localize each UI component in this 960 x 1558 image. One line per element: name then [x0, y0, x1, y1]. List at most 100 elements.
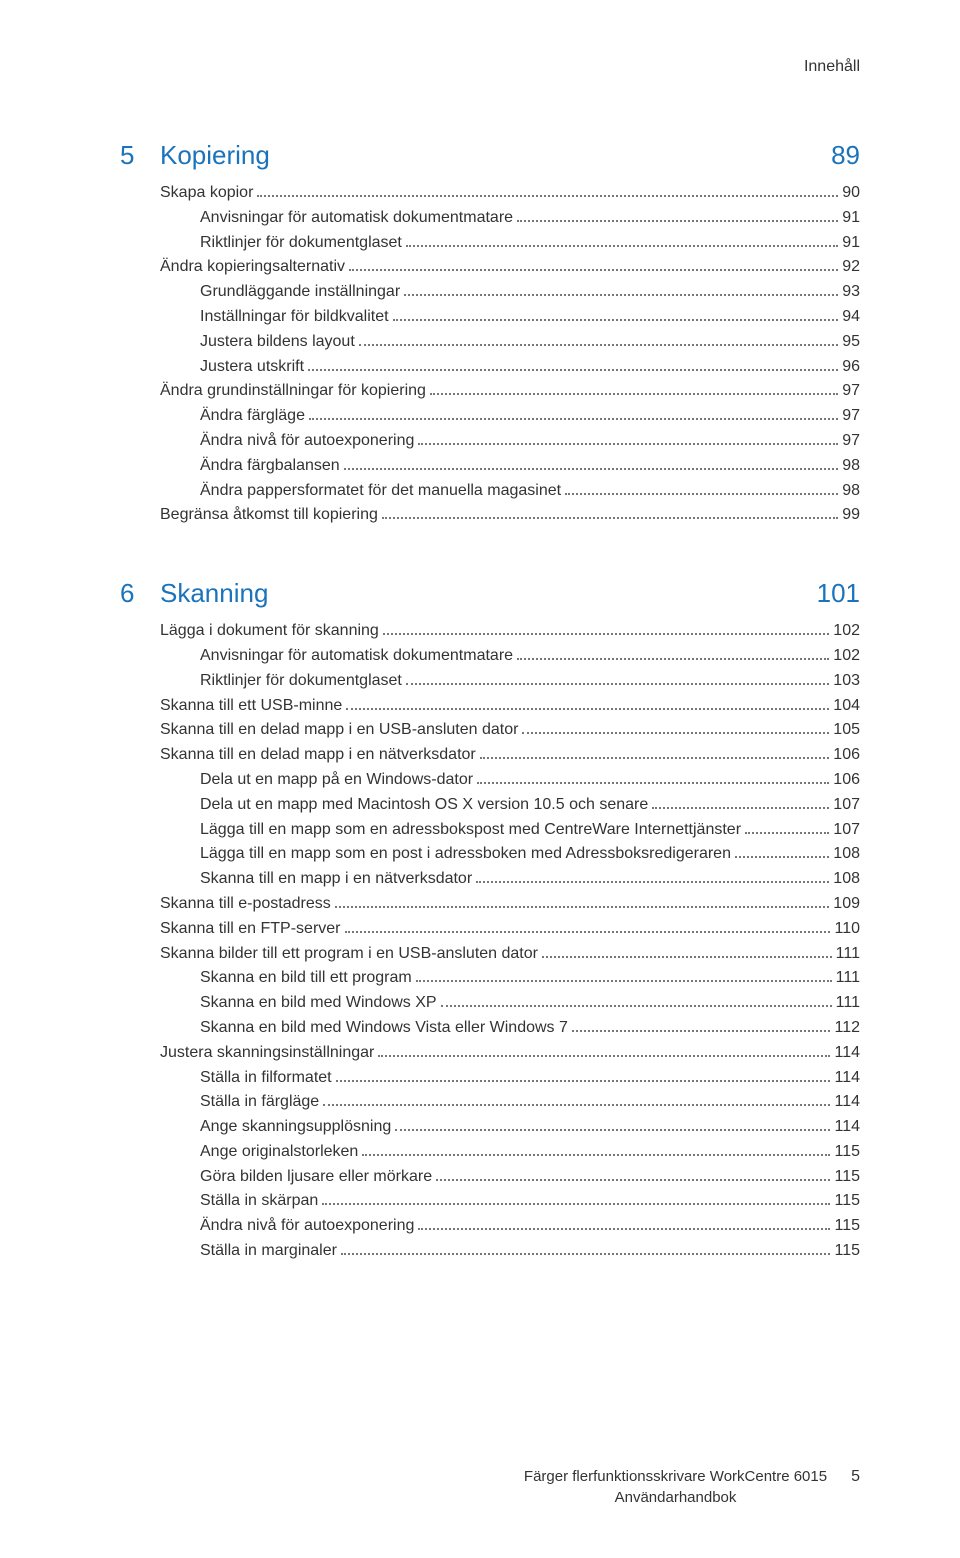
chapter-page: 89 — [831, 140, 860, 171]
toc-leader-dots — [406, 245, 838, 247]
toc-entry-label: Skanna till en mapp i en nätverksdator — [200, 867, 472, 892]
toc-entry-page: 109 — [833, 892, 860, 917]
toc-entry[interactable]: Ändra kopieringsalternativ92 — [160, 255, 860, 280]
toc-entry[interactable]: Anvisningar för automatisk dokumentmatar… — [160, 644, 860, 669]
toc-entry[interactable]: Skanna till ett USB-minne104 — [160, 694, 860, 719]
toc-entry-label: Skanna till ett USB-minne — [160, 694, 342, 719]
toc-entry[interactable]: Ändra färgläge97 — [160, 404, 860, 429]
toc-entry-label: Ställa in färgläge — [200, 1090, 319, 1115]
toc-entry[interactable]: Skanna en bild med Windows XP 111 — [160, 991, 860, 1016]
toc-entry[interactable]: Ställa in skärpan115 — [160, 1189, 860, 1214]
toc-entry[interactable]: Skanna en bild till ett program111 — [160, 966, 860, 991]
toc-entry[interactable]: Ändra nivå för autoexponering115 — [160, 1214, 860, 1239]
toc-entry-label: Ställa in skärpan — [200, 1189, 318, 1214]
toc-leader-dots — [480, 757, 830, 759]
toc-leader-dots — [517, 220, 838, 222]
toc-entry[interactable]: Ange originalstorleken115 — [160, 1140, 860, 1165]
toc-entry-page: 105 — [833, 718, 860, 743]
footer-line1: Färger flerfunktionsskrivare WorkCentre … — [524, 1466, 827, 1487]
toc-entry[interactable]: Justera skanningsinställningar114 — [160, 1041, 860, 1066]
toc-entry[interactable]: Inställningar för bildkvalitet94 — [160, 305, 860, 330]
toc-entry[interactable]: Justera utskrift96 — [160, 355, 860, 380]
toc-leader-dots — [477, 782, 829, 784]
chapter-entries: Skapa kopior90Anvisningar för automatisk… — [160, 181, 860, 528]
toc-entry-label: Grundläggande inställningar — [200, 280, 400, 305]
toc-entry[interactable]: Grundläggande inställningar93 — [160, 280, 860, 305]
toc-entry-label: Justera bildens layout — [200, 330, 355, 355]
toc-leader-dots — [383, 633, 829, 635]
toc-entry[interactable]: Ändra nivå för autoexponering97 — [160, 429, 860, 454]
toc-entry[interactable]: Skanna till en FTP-server110 — [160, 917, 860, 942]
toc-entry[interactable]: Ställa in färgläge 114 — [160, 1090, 860, 1115]
toc-entry-label: Ändra kopieringsalternativ — [160, 255, 345, 280]
toc-entry[interactable]: Dela ut en mapp med Macintosh OS X versi… — [160, 793, 860, 818]
toc-entry[interactable]: Riktlinjer för dokumentglaset91 — [160, 231, 860, 256]
toc-entry[interactable]: Dela ut en mapp på en Windows-dator 106 — [160, 768, 860, 793]
toc-entry[interactable]: Lägga till en mapp som en post i adressb… — [160, 842, 860, 867]
toc-entry-label: Skapa kopior — [160, 181, 253, 206]
toc-entry-page: 111 — [836, 991, 860, 1016]
toc-entry-label: Dela ut en mapp på en Windows-dator — [200, 768, 473, 793]
toc-entry[interactable]: Skanna bilder till ett program i en USB-… — [160, 942, 860, 967]
toc-entry-page: 114 — [834, 1090, 860, 1115]
toc-entry[interactable]: Lägga till en mapp som en adressbokspost… — [160, 818, 860, 843]
toc-entry-label: Justera utskrift — [200, 355, 304, 380]
toc-entry[interactable]: Ställa in filformatet114 — [160, 1066, 860, 1091]
toc-entry[interactable]: Ändra pappersformatet för det manuella m… — [160, 479, 860, 504]
toc-leader-dots — [257, 195, 838, 197]
toc-entry[interactable]: Ange skanningsupplösning114 — [160, 1115, 860, 1140]
toc-entry[interactable]: Anvisningar för automatisk dokumentmatar… — [160, 206, 860, 231]
toc-leader-dots — [362, 1154, 830, 1156]
toc-entry[interactable]: Göra bilden ljusare eller mörkare115 — [160, 1165, 860, 1190]
header-title: Innehåll — [804, 58, 860, 76]
toc-entry[interactable]: Lägga i dokument för skanning102 — [160, 619, 860, 644]
toc-entry[interactable]: Skapa kopior90 — [160, 181, 860, 206]
toc-entry[interactable]: Skanna till en mapp i en nätverksdator10… — [160, 867, 860, 892]
toc-entry[interactable]: Skanna till en delad mapp i en USB-anslu… — [160, 718, 860, 743]
toc-entry-label: Ändra färgläge — [200, 404, 305, 429]
toc-leader-dots — [406, 683, 829, 685]
toc-leader-dots — [542, 956, 832, 958]
chapter-heading-row: 5Kopiering89 — [120, 140, 860, 171]
page-footer: Färger flerfunktionsskrivare WorkCentre … — [524, 1466, 860, 1508]
toc-entry-label: Skanna till e-postadress — [160, 892, 331, 917]
toc-entry-label: Ändra grundinställningar för kopiering — [160, 379, 426, 404]
toc-leader-dots — [652, 807, 829, 809]
toc-entry[interactable]: Begränsa åtkomst till kopiering99 — [160, 503, 860, 528]
toc-entry-label: Skanna en bild med Windows Vista eller W… — [200, 1016, 568, 1041]
toc-entry-label: Göra bilden ljusare eller mörkare — [200, 1165, 432, 1190]
footer-page-number: 5 — [851, 1466, 860, 1486]
toc-entry[interactable]: Skanna en bild med Windows Vista eller W… — [160, 1016, 860, 1041]
toc-entry[interactable]: Ställa in marginaler115 — [160, 1239, 860, 1264]
toc-entry[interactable]: Ändra färgbalansen98 — [160, 454, 860, 479]
toc-entry-page: 111 — [836, 966, 860, 991]
toc-leader-dots — [522, 732, 829, 734]
toc-leader-dots — [344, 468, 839, 470]
toc-entry[interactable]: Ändra grundinställningar för kopiering97 — [160, 379, 860, 404]
toc-entry-label: Skanna en bild med Windows XP — [200, 991, 437, 1016]
chapter-section: 5Kopiering89 Skapa kopior90Anvisningar fö… — [120, 140, 860, 528]
toc-leader-dots — [323, 1104, 830, 1106]
chapter-title[interactable]: Skanning — [160, 578, 817, 609]
toc-leader-dots — [359, 344, 838, 346]
toc-entry-page: 91 — [842, 231, 860, 256]
toc-entry-label: Justera skanningsinställningar — [160, 1041, 374, 1066]
toc-leader-dots — [395, 1129, 830, 1131]
toc-entry-page: 107 — [833, 793, 860, 818]
toc-entry-page: 115 — [834, 1140, 860, 1165]
toc-entry-page: 106 — [833, 768, 860, 793]
chapter-title[interactable]: Kopiering — [160, 140, 831, 171]
toc-leader-dots — [404, 294, 838, 296]
toc-leader-dots — [341, 1253, 831, 1255]
toc-leader-dots — [745, 832, 829, 834]
toc-entry-page: 115 — [834, 1214, 860, 1239]
toc-entry[interactable]: Skanna till en delad mapp i en nätverksd… — [160, 743, 860, 768]
toc-entry[interactable]: Justera bildens layout95 — [160, 330, 860, 355]
toc-entry-label: Ändra pappersformatet för det manuella m… — [200, 479, 561, 504]
toc-entry[interactable]: Riktlinjer för dokumentglaset103 — [160, 669, 860, 694]
toc-entry-page: 114 — [834, 1066, 860, 1091]
toc-leader-dots — [418, 1228, 830, 1230]
toc-entry-label: Skanna till en delad mapp i en USB-anslu… — [160, 718, 518, 743]
toc-entry-page: 99 — [842, 503, 860, 528]
toc-entry[interactable]: Skanna till e-postadress 109 — [160, 892, 860, 917]
